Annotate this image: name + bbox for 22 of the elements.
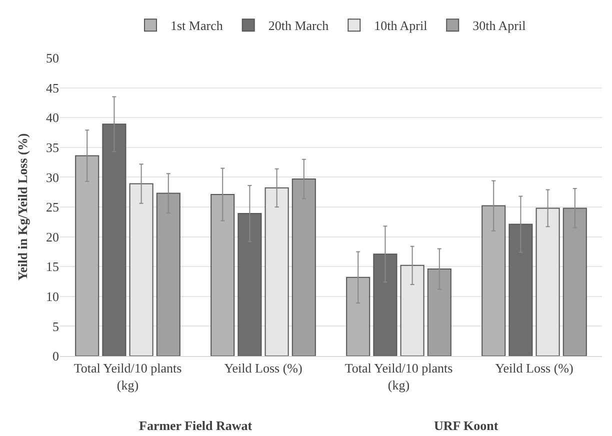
- y-tick-label: 15: [46, 259, 59, 274]
- y-tick-label: 5: [52, 318, 59, 334]
- legend-label: 30th April: [472, 18, 526, 34]
- y-tick-label: 35: [46, 140, 59, 155]
- y-tick-label: 20: [46, 229, 59, 244]
- text: URF Koont: [434, 418, 499, 433]
- y-tick-label: 30: [46, 170, 59, 185]
- x-tick-label: Yeild Loss (%): [224, 360, 302, 376]
- legend-label: 1st March: [170, 18, 224, 34]
- x-tick-label: Total Yeild/10 plants (kg): [344, 360, 453, 392]
- text: Farmer Field Rawat: [139, 418, 253, 433]
- y-tick-label: 50: [46, 50, 59, 66]
- legend-label: 20th March: [268, 18, 330, 34]
- y-axis-title: Yeild in Kg/Yeild Loss (%): [14, 133, 30, 281]
- y-tick-label: 10: [46, 288, 59, 304]
- y-tick-label: 40: [46, 110, 59, 126]
- y-tick-label: 0: [52, 348, 59, 364]
- x-tick-label: Total Yeild/10 plants (kg): [74, 360, 182, 392]
- x-tick-label: Yeild Loss (%): [495, 360, 574, 376]
- y-tick-label: 25: [46, 200, 59, 215]
- legend-label: 10th April: [374, 18, 428, 34]
- y-tick-label: 45: [46, 80, 59, 96]
